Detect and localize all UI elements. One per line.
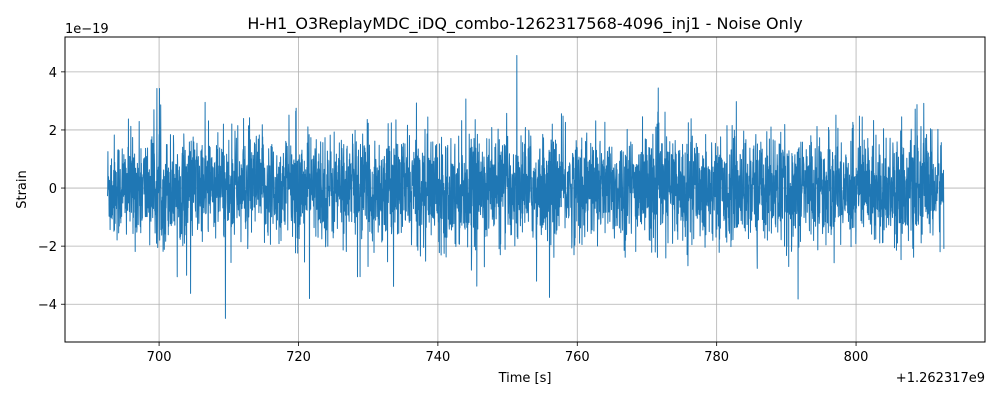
plot-frame <box>64 36 986 343</box>
y-tick-label: 2 <box>49 124 57 139</box>
y-scale-label: 1e−19 <box>65 22 109 37</box>
x-offset-label: +1.262317e9 <box>896 371 985 386</box>
y-tick-label: −4 <box>38 298 57 313</box>
y-tick-label: 4 <box>49 66 57 81</box>
x-tick-label: 740 <box>425 350 450 365</box>
y-tick-label: 0 <box>49 182 57 197</box>
x-tick-label: 800 <box>844 350 869 365</box>
x-axis-label: Time [s] <box>498 371 552 386</box>
chart-title: H-H1_O3ReplayMDC_iDQ_combo-1262317568-40… <box>247 14 802 34</box>
data-area <box>107 54 945 319</box>
x-tick-label: 720 <box>286 350 311 365</box>
strain-series-line <box>107 54 945 319</box>
x-tick-label: 760 <box>565 350 590 365</box>
x-tick-label: 700 <box>147 350 172 365</box>
y-tick-label: −2 <box>38 240 57 255</box>
ticks: 700 720 740 760 780 800 −4 −2 0 2 4 <box>38 66 869 365</box>
x-tick-label: 780 <box>704 350 729 365</box>
y-axis-label: Strain <box>15 170 30 209</box>
